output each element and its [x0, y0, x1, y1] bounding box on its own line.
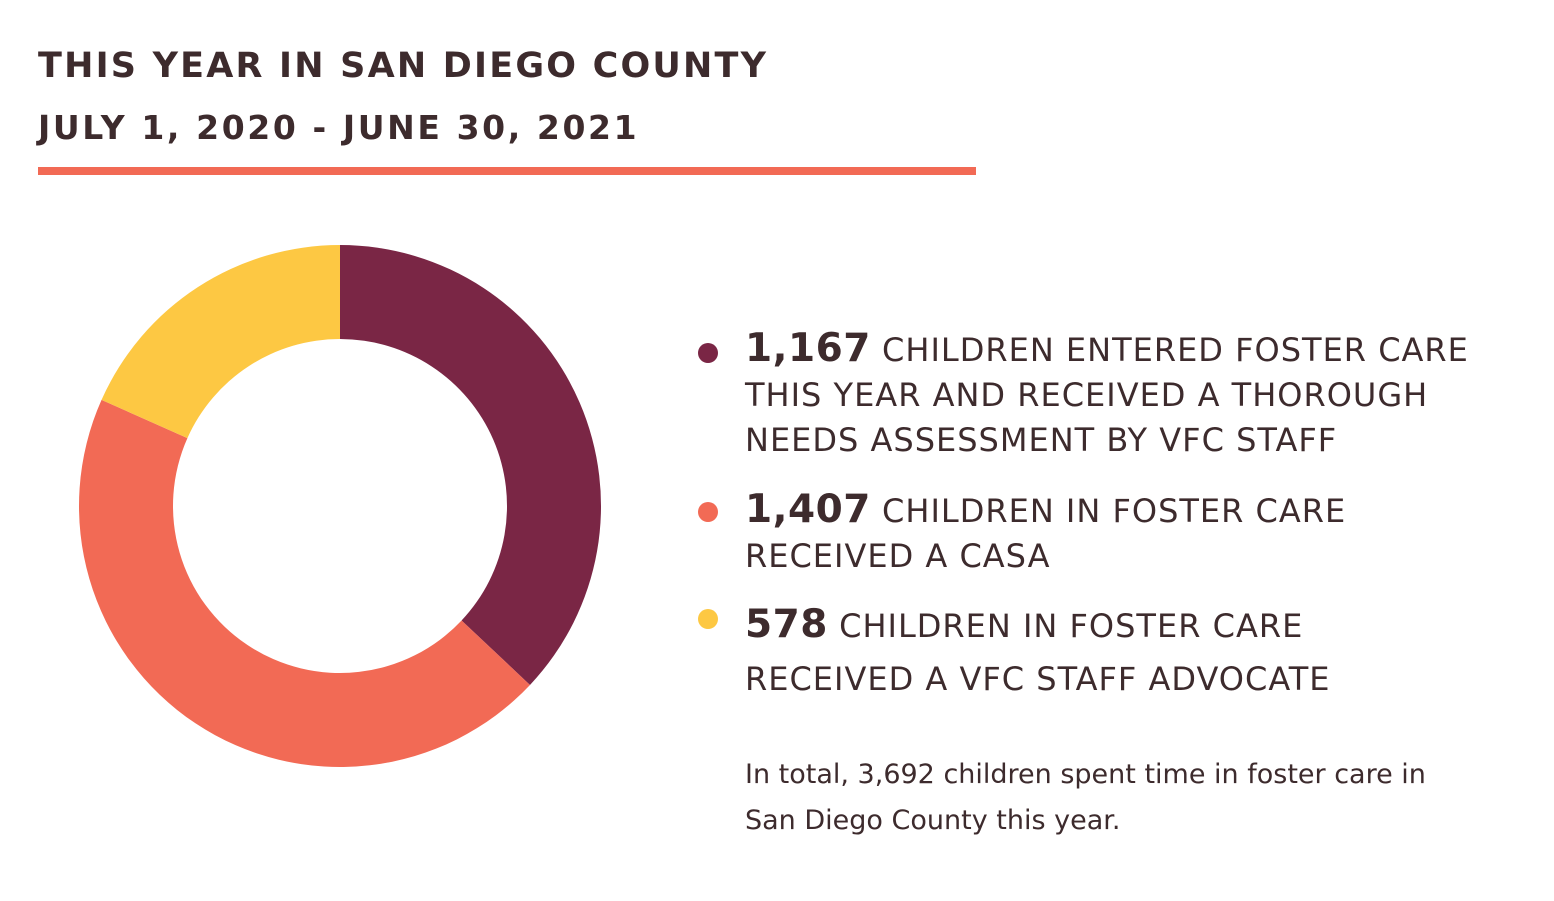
legend-label-advocate-line2: RECEIVED A VFC STAFF ADVOCATE — [745, 660, 1331, 698]
donut-slice-entered — [340, 245, 601, 685]
chart-title: THIS YEAR IN SAN DIEGO COUNTY — [38, 46, 769, 86]
legend-text-advocate: 578 CHILDREN IN FOSTER CARE RECEIVED A V… — [745, 602, 1331, 702]
legend-text-entered: 1,167 CHILDREN ENTERED FOSTER CARE THIS … — [745, 326, 1469, 463]
legend-text-casa: 1,407 CHILDREN IN FOSTER CARE RECEIVED A… — [745, 487, 1346, 579]
legend-label-casa-line2: RECEIVED A CASA — [745, 537, 1051, 575]
legend-label-advocate-line1: CHILDREN IN FOSTER CARE — [839, 607, 1304, 645]
title-underline — [38, 167, 976, 175]
legend-label-entered-line2: THIS YEAR AND RECEIVED A THOROUGH — [745, 376, 1429, 414]
legend-label-entered-line3: NEEDS ASSESSMENT BY VFC STAFF — [745, 421, 1338, 459]
chart-subtitle: JULY 1, 2020 - JUNE 30, 2021 — [38, 108, 640, 147]
total-note-line2: San Diego County this year. — [745, 805, 1121, 836]
donut-slice-advocate — [101, 245, 340, 439]
legend-dot-advocate — [698, 609, 718, 629]
legend-dot-casa — [698, 502, 718, 522]
legend-label-entered-line1: CHILDREN ENTERED FOSTER CARE — [882, 331, 1469, 369]
total-note: In total, 3,692 children spent time in f… — [745, 752, 1426, 844]
donut-slice-casa — [79, 399, 530, 767]
total-note-line1: In total, 3,692 children spent time in f… — [745, 759, 1426, 790]
legend-dot-entered — [698, 343, 718, 363]
donut-chart — [79, 245, 601, 767]
legend-value-advocate: 578 — [745, 602, 828, 647]
legend-label-casa-line1: CHILDREN IN FOSTER CARE — [882, 492, 1347, 530]
legend-value-entered: 1,167 — [745, 326, 871, 371]
legend-value-casa: 1,407 — [745, 487, 871, 532]
